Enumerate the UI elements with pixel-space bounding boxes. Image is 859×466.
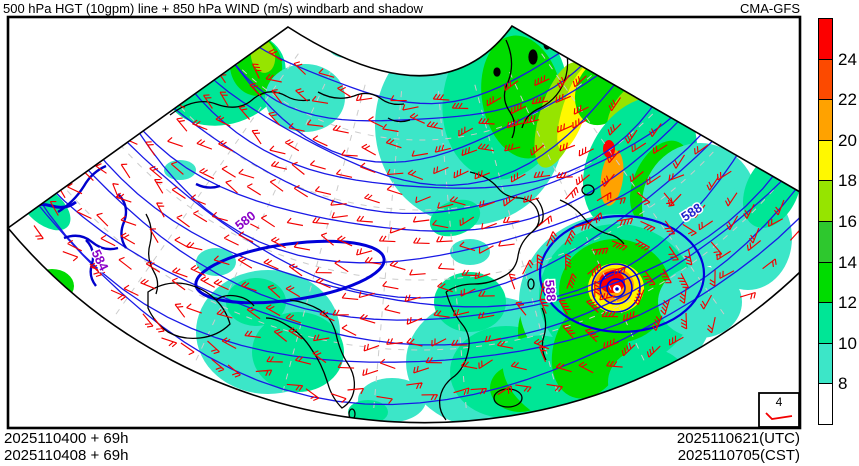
colorbar-swatch xyxy=(818,383,833,425)
contour-label: 588 xyxy=(542,279,559,302)
colorbar-label: 8 xyxy=(838,374,848,394)
colorbar-swatch xyxy=(818,18,833,60)
colorbar-label: 14 xyxy=(838,252,857,272)
init-time-cst: 2025110408 + 69h xyxy=(4,447,129,464)
colorbar-swatch xyxy=(818,139,833,182)
init-time-utc: 2025110400 + 69h xyxy=(4,430,129,447)
colorbar-label: 24 xyxy=(838,49,857,69)
colorbar-label: 16 xyxy=(838,212,857,231)
colorbar-swatch xyxy=(818,342,833,385)
colorbar-label: 12 xyxy=(838,293,857,313)
contour-label: 584 xyxy=(89,247,112,274)
colorbar-swatch xyxy=(818,58,833,101)
colorbar-swatch xyxy=(818,261,833,304)
barb-legend-value: 4 xyxy=(776,395,783,409)
colorbar-swatch xyxy=(818,180,833,222)
colorbar-label: 20 xyxy=(838,130,857,150)
model-name: CMA-GFS xyxy=(740,1,800,16)
reference-windbarb-icon xyxy=(765,412,793,420)
colorbar-swatch xyxy=(818,302,833,344)
title-bar: 500 hPa HGT (10gpm) line + 850 hPa WIND … xyxy=(0,0,859,16)
valid-time-utc: 2025110621(UTC) xyxy=(676,430,800,447)
colorbar-label: 10 xyxy=(838,333,857,353)
colorbar-swatch xyxy=(818,221,833,263)
colorbar-label: 18 xyxy=(838,171,857,191)
chart-title: 500 hPa HGT (10gpm) line + 850 hPa WIND … xyxy=(3,1,423,16)
barb-legend-box: 4 xyxy=(758,392,800,428)
valid-time-cst: 2025110705(CST) xyxy=(677,447,800,464)
colorbar-label: 22 xyxy=(838,90,857,110)
colorbar-swatch xyxy=(818,99,833,141)
